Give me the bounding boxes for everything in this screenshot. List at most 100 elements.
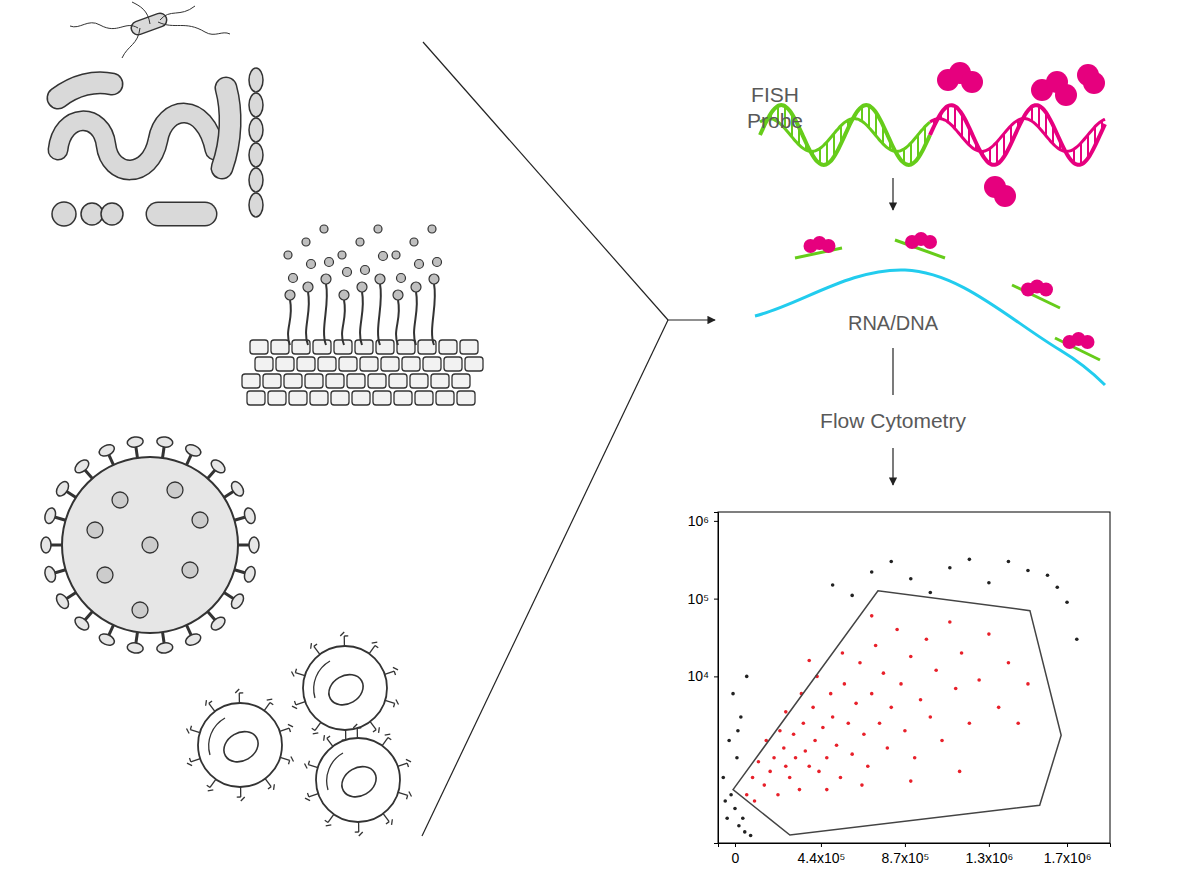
- host-cell: [355, 340, 373, 354]
- receptor-arm: [307, 793, 308, 797]
- bacterium-rod-curved: [58, 83, 112, 98]
- point: [1026, 682, 1030, 686]
- point: [798, 788, 802, 792]
- point: [987, 632, 991, 636]
- fluorophore: [822, 239, 836, 253]
- tick-label: 4.4x10⁵: [798, 850, 846, 866]
- host-cell: [310, 391, 328, 405]
- bacterium-rod-curved-body: [58, 83, 112, 98]
- point: [839, 776, 843, 780]
- spore: [285, 290, 295, 300]
- point: [753, 799, 757, 803]
- coccus: [52, 202, 76, 226]
- bacterium-spiral-body: [58, 113, 215, 170]
- chain-cell: [249, 93, 263, 117]
- point: [889, 560, 893, 564]
- virus-knob: [142, 537, 158, 553]
- tick-label: 10⁴: [687, 668, 709, 684]
- cell-membrane-inner: [209, 718, 225, 755]
- receptor-arm: [241, 797, 245, 801]
- spore: [392, 251, 400, 259]
- tick-mark: [905, 843, 906, 847]
- spike-head: [229, 479, 246, 498]
- point: [854, 702, 858, 706]
- point: [919, 698, 923, 702]
- point: [903, 729, 907, 733]
- point: [1046, 573, 1050, 577]
- spike-head: [54, 479, 71, 498]
- receptor-arm: [207, 785, 210, 787]
- arrow: [668, 319, 715, 320]
- tick: 4.4x10⁵: [798, 843, 846, 866]
- chain-cell: [249, 143, 263, 167]
- spike-head: [73, 615, 92, 633]
- fluorophore: [923, 235, 937, 249]
- bacterium-rod-short: [158, 214, 205, 215]
- host-cell: [394, 391, 412, 405]
- point: [821, 726, 825, 730]
- virus-body: [62, 457, 238, 633]
- receptor: [240, 787, 241, 797]
- spore: [428, 225, 436, 233]
- probe-helix-magenta: [930, 105, 1105, 165]
- point: [811, 706, 815, 710]
- hypha: [306, 292, 309, 345]
- receptor-arm: [288, 760, 289, 764]
- bacterium-rod-large: [222, 88, 230, 168]
- spike-head: [229, 592, 246, 611]
- spike-head: [127, 642, 144, 654]
- spike-head: [184, 443, 203, 459]
- receptor-arm: [295, 669, 296, 673]
- tick-label: 0: [732, 850, 740, 866]
- point: [784, 764, 788, 768]
- host-cell: [352, 391, 370, 405]
- receptor-arm: [386, 822, 389, 824]
- fluorophore: [994, 185, 1016, 207]
- receptor-arm: [372, 642, 378, 644]
- receptor-arm: [373, 730, 376, 732]
- fluorophores: [937, 62, 1105, 207]
- host-cell: [313, 340, 331, 354]
- point: [948, 566, 952, 570]
- point: [825, 788, 829, 792]
- host-cell: [250, 340, 268, 354]
- receptor-arm: [270, 703, 273, 705]
- bacteria-cocci: [52, 202, 123, 226]
- host-cell: [415, 391, 433, 405]
- point: [721, 776, 725, 780]
- tick-mark: [1067, 843, 1068, 847]
- host-cell: [397, 340, 415, 354]
- receptor-arm: [187, 728, 190, 733]
- host-cell: [460, 340, 478, 354]
- point: [723, 799, 727, 803]
- host-cell: [436, 391, 454, 405]
- point: [948, 620, 952, 624]
- point: [804, 749, 808, 753]
- x-axis: 04.4x10⁵8.7x10⁵1.3x10⁶1.7x10⁶: [719, 843, 1111, 866]
- bound-probes: [795, 232, 1100, 360]
- receptor: [328, 814, 334, 822]
- point: [870, 614, 874, 618]
- spore: [284, 251, 292, 259]
- fluorophore: [961, 71, 983, 93]
- coccus: [101, 203, 123, 225]
- bacterium-rod-large-outline: [222, 88, 230, 168]
- base-pair: [954, 106, 956, 129]
- receptor-arm: [288, 724, 293, 726]
- receptor-arm: [325, 820, 328, 822]
- receptor: [239, 693, 240, 703]
- funnel-line: [423, 42, 668, 320]
- spike-head: [209, 457, 228, 475]
- receptor: [314, 646, 320, 654]
- point: [925, 637, 929, 641]
- receptor: [327, 738, 333, 746]
- tick-mark: [821, 843, 822, 847]
- point: [745, 793, 749, 797]
- plot-frame: [718, 512, 1110, 843]
- receptor-arm: [209, 701, 212, 703]
- cell-nucleus: [323, 669, 368, 711]
- host-cell: [268, 391, 286, 405]
- point: [725, 816, 729, 820]
- point: [929, 591, 933, 595]
- host-cell: [318, 357, 336, 371]
